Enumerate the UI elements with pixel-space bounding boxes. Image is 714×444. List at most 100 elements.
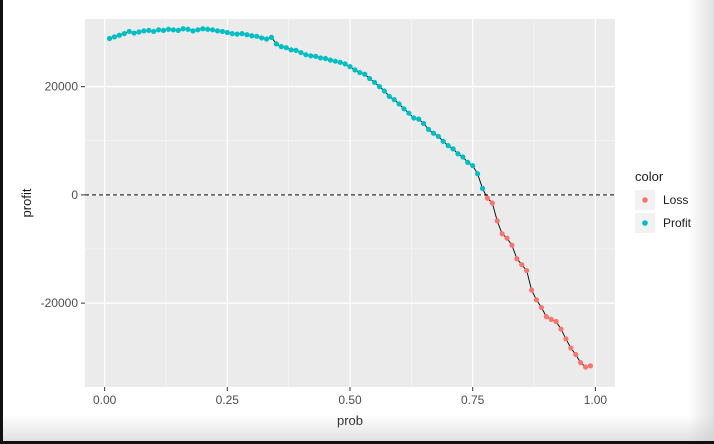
- data-point-profit: [278, 44, 284, 50]
- data-point-profit: [259, 35, 265, 41]
- data-point-profit: [234, 31, 240, 37]
- data-point-profit: [401, 106, 407, 112]
- data-point-loss: [524, 268, 530, 274]
- data-point-loss: [543, 314, 549, 320]
- data-point-profit: [435, 133, 441, 140]
- data-point-profit: [308, 53, 314, 59]
- data-point-profit: [425, 126, 432, 132]
- data-point-profit: [156, 27, 162, 33]
- data-point-loss: [548, 316, 554, 322]
- data-point-profit: [268, 34, 275, 41]
- data-point-profit: [381, 88, 387, 94]
- data-point-profit: [313, 53, 319, 59]
- data-point-profit: [386, 93, 392, 99]
- legend-marker-profit: [642, 220, 648, 226]
- data-point-profit: [421, 120, 427, 127]
- data-point-profit: [146, 27, 152, 33]
- data-point-profit: [450, 146, 456, 152]
- x-axis-label: prob: [337, 413, 363, 428]
- data-point-loss: [578, 360, 584, 366]
- data-point-loss: [563, 336, 569, 342]
- data-point-profit: [406, 110, 412, 116]
- data-point-profit: [175, 27, 181, 33]
- data-point-loss: [489, 200, 495, 206]
- chart-svg: -20000 0 20000 0.00 0.25 0.50 0.75 1.00 prob p…: [19, 19, 692, 428]
- data-point-profit: [293, 47, 299, 53]
- data-point-profit: [332, 58, 338, 64]
- data-point-profit: [416, 116, 422, 122]
- data-point-profit: [367, 75, 373, 82]
- data-point-profit: [455, 151, 461, 157]
- data-point-loss: [558, 326, 564, 332]
- data-point-profit: [180, 26, 186, 32]
- data-point-profit: [445, 143, 451, 149]
- data-point-profit: [411, 115, 417, 121]
- data-point-profit: [371, 79, 378, 85]
- data-point-profit: [126, 28, 132, 35]
- data-point-loss: [504, 235, 510, 241]
- data-point-profit: [200, 26, 206, 32]
- data-point-profit: [141, 28, 147, 34]
- data-point-profit: [116, 32, 122, 38]
- data-point-profit: [160, 27, 167, 33]
- data-point-profit: [136, 29, 142, 35]
- data-point-profit: [376, 84, 383, 90]
- data-point-profit: [121, 31, 127, 37]
- x-tick-label: 0.25: [216, 393, 240, 407]
- data-point-loss: [568, 345, 574, 351]
- data-point-loss: [494, 218, 500, 224]
- data-point-profit: [273, 41, 279, 47]
- legend: color Loss Profit: [635, 169, 692, 233]
- data-point-profit: [214, 28, 221, 34]
- data-point-profit: [205, 26, 211, 32]
- data-point-profit: [479, 185, 486, 191]
- data-point-loss: [587, 363, 594, 369]
- legend-marker-loss: [642, 197, 648, 203]
- data-point-profit: [170, 27, 176, 33]
- data-point-loss: [538, 304, 544, 311]
- data-point-profit: [317, 55, 324, 61]
- y-axis: -20000 0 20000: [41, 80, 85, 310]
- data-point-profit: [229, 31, 235, 37]
- data-point-profit: [327, 57, 333, 63]
- data-point-profit: [254, 33, 260, 39]
- data-point-profit: [337, 59, 343, 65]
- data-point-profit: [474, 171, 481, 177]
- data-point-profit: [396, 101, 402, 107]
- data-point-loss: [499, 231, 505, 237]
- data-point-profit: [288, 47, 294, 53]
- data-point-profit: [219, 28, 226, 35]
- legend-title: color: [635, 169, 664, 184]
- data-point-profit: [303, 52, 309, 58]
- data-point-profit: [185, 26, 191, 32]
- data-point-profit: [165, 26, 172, 32]
- data-point-loss: [533, 297, 540, 303]
- legend-label-profit: Profit: [663, 216, 692, 230]
- x-tick-label: 0.50: [338, 393, 362, 407]
- data-point-profit: [460, 154, 466, 160]
- data-point-profit: [224, 29, 230, 36]
- data-point-loss: [553, 318, 559, 325]
- data-point-profit: [347, 64, 353, 70]
- data-point-profit: [190, 28, 196, 34]
- data-point-profit: [391, 97, 397, 103]
- y-tick-label: 20000: [45, 80, 79, 94]
- data-point-profit: [106, 35, 113, 42]
- data-point-profit: [362, 71, 368, 77]
- legend-label-loss: Loss: [663, 193, 688, 207]
- y-axis-label: profit: [19, 188, 34, 217]
- data-point-profit: [322, 55, 329, 62]
- y-tick-label: -20000: [41, 296, 79, 310]
- data-point-profit: [195, 27, 201, 33]
- x-axis: 0.00 0.25 0.50 0.75 1.00: [93, 387, 607, 407]
- data-point-profit: [263, 36, 270, 42]
- data-point-profit: [151, 28, 157, 35]
- data-point-loss: [528, 287, 535, 293]
- data-point-loss: [484, 195, 491, 201]
- data-points: [106, 26, 594, 370]
- data-point-profit: [244, 32, 250, 38]
- data-point-profit: [131, 30, 137, 36]
- data-point-profit: [470, 163, 476, 169]
- data-point-loss: [573, 351, 579, 358]
